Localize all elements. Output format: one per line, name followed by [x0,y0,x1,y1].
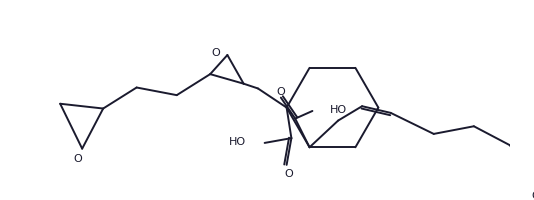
Text: HO: HO [329,105,347,114]
Text: O: O [531,190,534,200]
Text: O: O [73,153,82,163]
Text: HO: HO [229,136,246,146]
Text: O: O [211,48,221,58]
Text: O: O [277,86,285,96]
Text: O: O [284,168,293,178]
